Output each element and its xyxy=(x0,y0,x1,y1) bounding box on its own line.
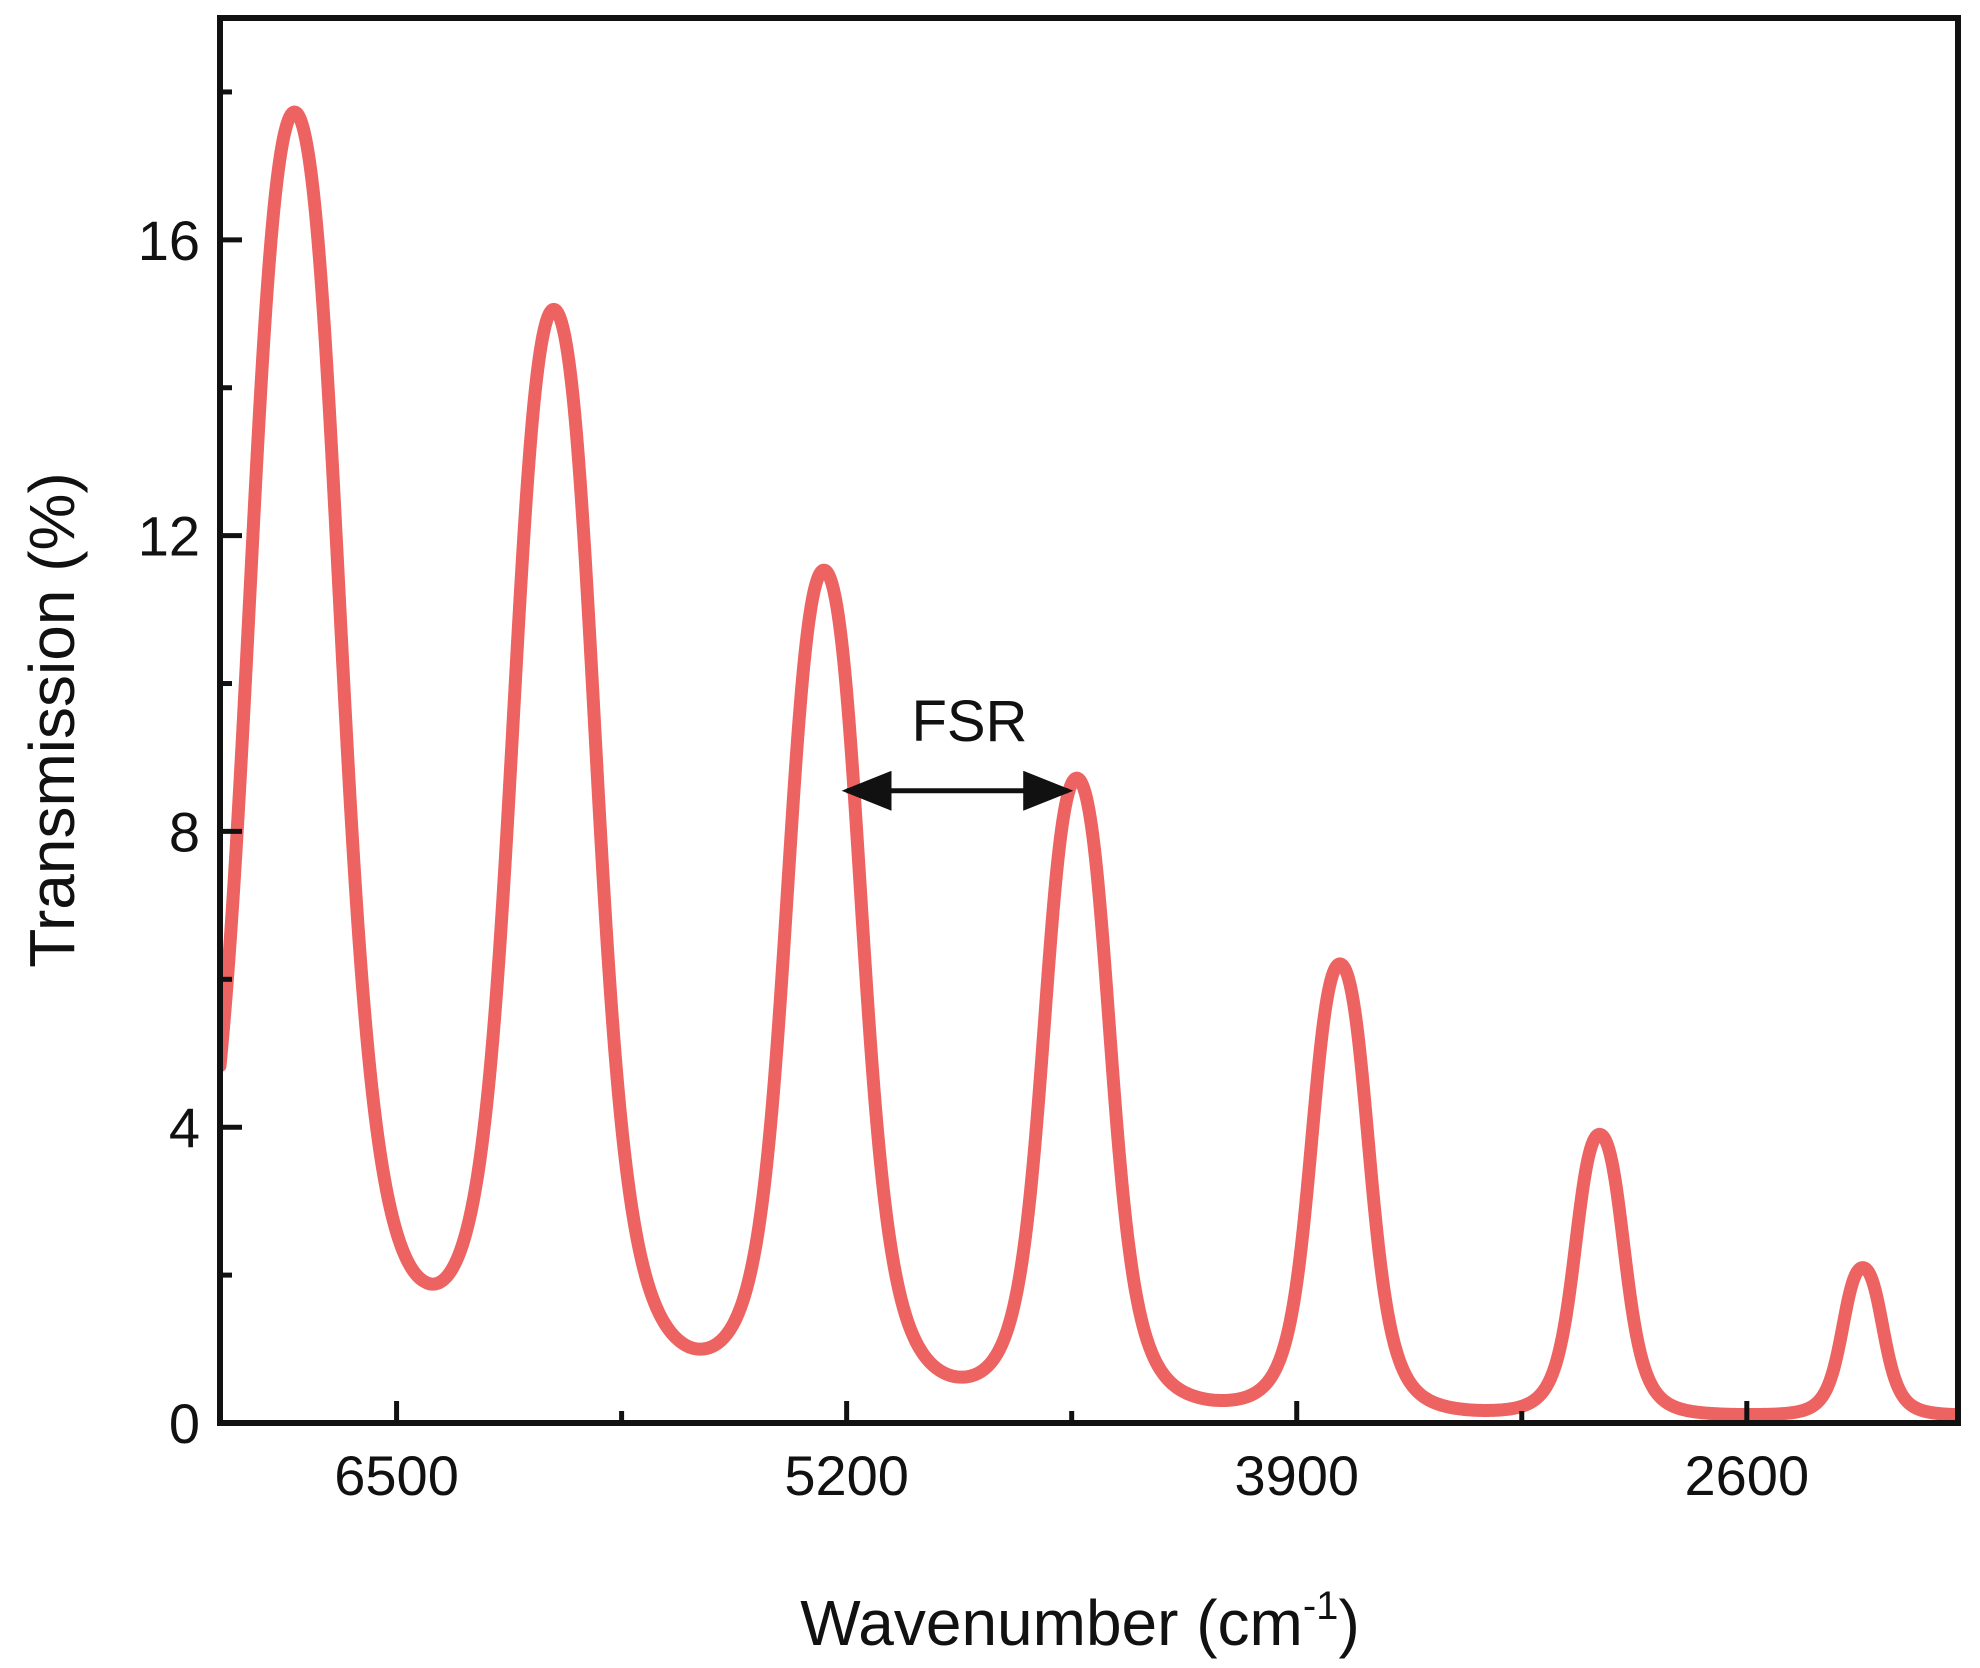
data-layer xyxy=(220,105,1958,1422)
y-tick-label: 16 xyxy=(138,209,200,272)
x-tick-label: 2600 xyxy=(1685,1444,1810,1507)
axes-layer: 6500 5200 3900 2600 0 4 8 12 16 xyxy=(138,89,1810,1507)
annotation-layer: FSR xyxy=(841,689,1074,811)
transmission-series-line xyxy=(220,105,1958,1422)
fsr-label: FSR xyxy=(911,689,1027,754)
x-tick-label: 6500 xyxy=(334,1444,459,1507)
y-tick-label: 0 xyxy=(169,1392,200,1455)
y-tick-label: 12 xyxy=(138,505,200,568)
x-axis-title: Wavenumber (cm-1) xyxy=(800,1584,1360,1659)
x-axis-title-main: Wavenumber (cm xyxy=(800,1587,1303,1659)
x-tick-label: 5200 xyxy=(784,1444,909,1507)
y-tick-label: 4 xyxy=(169,1096,200,1159)
y-axis-title: Transmission (%) xyxy=(16,472,88,967)
plot-frame xyxy=(217,15,1961,1426)
x-axis-title-end: ) xyxy=(1338,1587,1359,1659)
x-axis-title-superscript: -1 xyxy=(1303,1584,1339,1628)
x-tick-label: 3900 xyxy=(1234,1444,1359,1507)
y-tick-label: 8 xyxy=(169,800,200,863)
